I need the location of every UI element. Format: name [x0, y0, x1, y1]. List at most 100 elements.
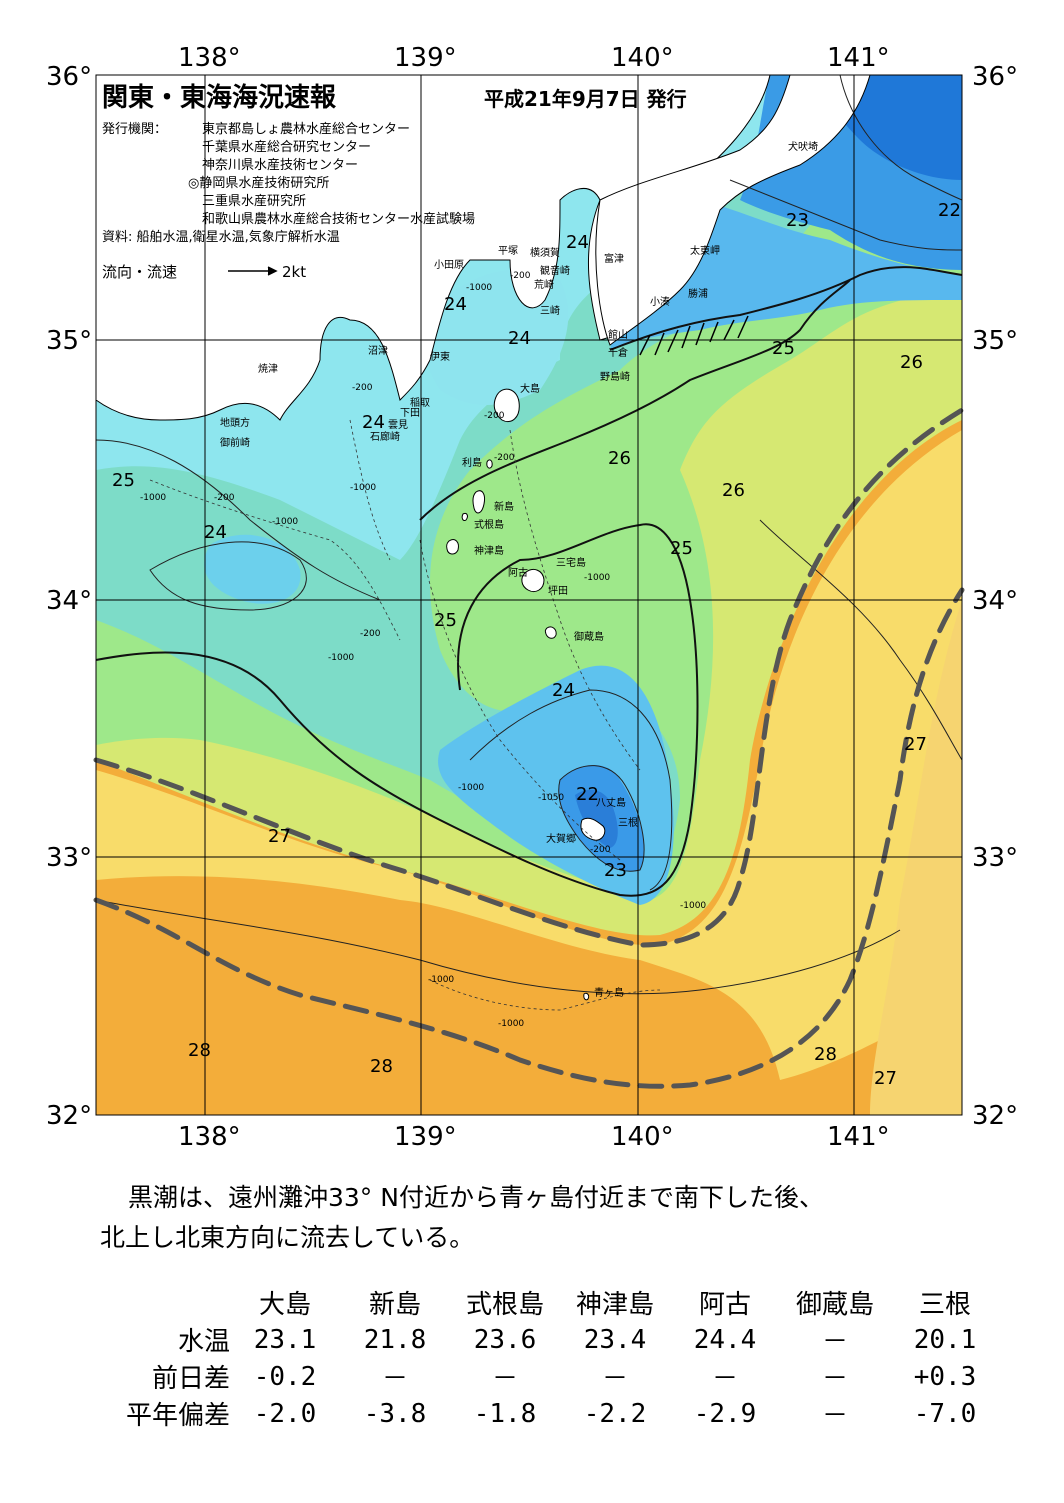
publisher-2: 千葉県水産総合研究センター [202, 139, 371, 155]
place-label: 雲見 [388, 419, 408, 431]
isotherm-25-line [95, 523, 699, 897]
table-header-cell: 神津島 [575, 1290, 654, 1320]
table-cell: 21.8 [363, 1324, 427, 1355]
temp-label: 25 [434, 610, 457, 631]
axis-labels: 138° 139° 140° 141° 138° 139° 140° 141° … [46, 43, 1018, 1152]
lat-label-right-33: 33° [972, 843, 1018, 873]
isotherms [95, 266, 963, 897]
summary-line-2: 北上し北東方向に流去している。 [100, 1223, 475, 1252]
island-niijima [472, 490, 485, 514]
temp-label: 27 [268, 826, 291, 847]
place-label: 三崎 [540, 304, 560, 317]
publisher-6: 和歌山県農林水産総合技術センター水産試験場 [202, 211, 475, 227]
place-label: 野島崎 [600, 370, 630, 383]
current-arrow [723, 319, 735, 341]
lon-label-bottom-139: 139° [394, 1122, 457, 1152]
depth-label: -1000 [350, 483, 376, 493]
map-title: 関東・東海海況速報 [102, 83, 337, 113]
publisher-label: 発行機関： [102, 122, 167, 137]
table-header-cell: 大島 [258, 1290, 311, 1320]
place-label: 地頭方 [220, 416, 250, 429]
current-arrow [667, 329, 679, 353]
lat-label-left-33: 33° [46, 843, 92, 873]
table-cell: － [821, 1401, 848, 1431]
data-source: 資料: 船舶水温,衛星水温,気象庁解析水温 [102, 229, 340, 245]
place-label: 小田原 [434, 259, 464, 271]
depth-label: -1000 [272, 517, 298, 527]
temp-label: 23 [604, 860, 627, 881]
table-header-cell: 三根 [918, 1290, 971, 1320]
place-label: 下田 [400, 408, 420, 419]
lat-label-left-35: 35° [46, 326, 92, 356]
island-toshima [486, 459, 493, 469]
row-label: 前日差 [151, 1364, 230, 1394]
table-row: 前日差 -0.2 － － － － － +0.3 [100, 1358, 1000, 1395]
place-label: 観音崎 [540, 264, 570, 277]
temp-label: 23 [786, 210, 809, 231]
temp-label: 26 [722, 480, 745, 501]
summary-paragraph: 黒潮は、遠州灘沖33° N付近から青ヶ島付近まで南下した後、 北上し北東方向に流… [100, 1178, 980, 1258]
temp-label: 24 [444, 294, 467, 315]
table-cell: -3.8 [363, 1398, 427, 1429]
table-cell: 23.1 [253, 1324, 317, 1355]
current-arrow [654, 332, 665, 356]
temp-label: 24 [566, 232, 589, 253]
table-cell: -1.8 [473, 1398, 537, 1429]
temp-label: 25 [772, 338, 795, 359]
temp-label: 22 [938, 200, 961, 221]
table-corner [100, 1284, 230, 1321]
place-label: 小湊 [650, 295, 670, 308]
depth-label: -1000 [458, 783, 484, 793]
isotherm-thin-d [759, 519, 963, 761]
depth-contour-a [149, 479, 401, 641]
lat-label-left-34: 34° [46, 586, 92, 616]
lat-label-right-35: 35° [972, 326, 1018, 356]
temp-label: 28 [188, 1040, 211, 1061]
depth-label: -200 [510, 271, 531, 281]
temp-label: 27 [904, 734, 927, 755]
isotherm-24-line [609, 266, 963, 351]
depth-label: -1000 [428, 975, 454, 985]
current-arrow [681, 325, 691, 349]
place-label: 御前崎 [220, 436, 250, 449]
place-label: 阿古 [508, 566, 528, 579]
isotherm-thin-f [469, 689, 673, 891]
depth-label: -200 [590, 845, 611, 855]
place-label: 利島 [462, 456, 482, 469]
lat-label-right-34: 34° [972, 586, 1018, 616]
table-header-row: 大島 新島 式根島 神津島 阿古 御蔵島 三根 [100, 1284, 1000, 1321]
temp-label: 28 [370, 1056, 393, 1077]
island-miyakejima [521, 569, 545, 593]
depth-labels: -200 -1000 -200 -1000 -200 -1000 -200 -1… [140, 271, 706, 1029]
current-arrows [228, 266, 749, 356]
place-label: 横須賀 [530, 246, 560, 259]
place-label: 三宅島 [556, 556, 586, 569]
island-oshima [493, 388, 520, 423]
publisher-1: 東京都島しょ農林水産総合センター [202, 121, 410, 137]
depth-contours [149, 419, 661, 1011]
lon-label-bottom-140: 140° [611, 1122, 674, 1152]
row-label: 平年偏差 [125, 1401, 230, 1431]
lon-label-bottom-138: 138° [178, 1122, 241, 1152]
temp-label: 26 [608, 448, 631, 469]
place-label: 館山 [608, 328, 628, 341]
isotherm-thin-h [839, 74, 963, 201]
kuroshio-axes [93, 407, 965, 1089]
table-header-cell: 御蔵島 [795, 1290, 874, 1320]
isotherm-thin-e [558, 765, 645, 872]
sst-zone-27 [96, 430, 962, 1115]
temp-label: 24 [362, 412, 385, 433]
place-labels: 犬吠埼 太東岬 勝浦 小湊 富津 横須賀 観音崎 平塚 小田原 荒崎 三崎 館山… [220, 140, 818, 999]
lon-label-bottom-141: 141° [827, 1122, 890, 1152]
lon-label-top-140: 140° [611, 43, 674, 73]
table-header-cell: 阿古 [698, 1290, 751, 1320]
table-cell: － [711, 1364, 738, 1394]
place-label: 勝浦 [688, 287, 708, 300]
temperature-labels: 22 23 24 24 24 24 24 24 25 25 25 25 26 2… [112, 200, 961, 1089]
publisher-5: 三重県水産研究所 [202, 193, 306, 209]
place-label: 伊東 [430, 350, 450, 363]
kuroshio-axis-south [93, 587, 965, 1089]
lon-label-top-141: 141° [827, 43, 890, 73]
depth-label: -200 [352, 383, 373, 393]
island-shikinejima [461, 513, 468, 521]
